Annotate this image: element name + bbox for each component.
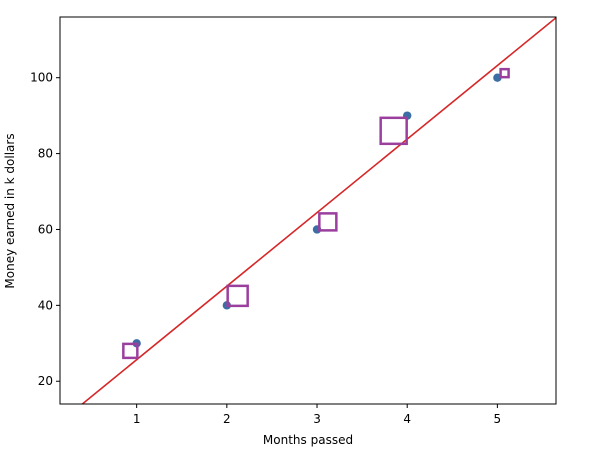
y-tick-label: 60 [38,222,53,236]
plot-area [59,16,557,405]
x-tick-label: 5 [494,412,502,426]
x-tick-label: 3 [313,412,321,426]
y-axis-label: Money earned in k dollars [3,133,17,288]
axes-ticks: 1 2 3 4 5 20 40 60 80 100 [30,71,501,426]
square-marker [226,284,249,308]
square-marker [499,67,510,79]
square-marker [379,116,408,146]
y-tick-label: 100 [30,71,53,85]
y-tick-label: 80 [38,147,53,161]
square-marker [318,212,338,232]
plot-frame [59,16,557,405]
y-tick-label: 20 [38,374,53,388]
plot-marks [81,17,556,404]
x-tick-label: 4 [403,412,411,426]
trend-line [81,17,556,404]
square-marker [122,342,139,360]
y-tick-label: 40 [38,298,53,312]
x-axis-label: Months passed [263,433,353,447]
x-tick-label: 2 [223,412,231,426]
x-tick-label: 1 [133,412,141,426]
